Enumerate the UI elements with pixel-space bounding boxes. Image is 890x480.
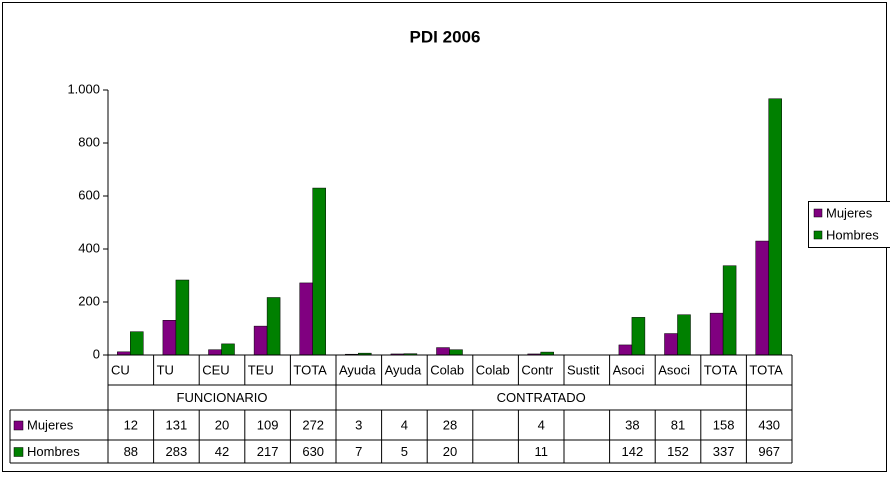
- x-tick-label: TOTA: [293, 362, 327, 377]
- bar: [300, 283, 313, 355]
- table-value: 3: [355, 417, 362, 432]
- table-value: 5: [401, 444, 408, 459]
- table-value: 430: [758, 417, 780, 432]
- group-label: FUNCIONARIO: [177, 390, 268, 405]
- y-tick-label: 400: [78, 240, 100, 255]
- x-tick-label: TOTA: [704, 362, 738, 377]
- x-tick-label: TEU: [248, 362, 274, 377]
- table-value: 283: [166, 444, 188, 459]
- table-value: 272: [302, 417, 324, 432]
- table-value: 4: [401, 417, 408, 432]
- table-value: 81: [671, 417, 685, 432]
- y-tick-label: 600: [78, 187, 100, 202]
- table-value: 12: [124, 417, 138, 432]
- x-tick-label: Sustit: [567, 362, 600, 377]
- series-label: Hombres: [27, 444, 80, 459]
- bar: [769, 99, 782, 355]
- y-tick-label: 200: [78, 293, 100, 308]
- x-tick-label: CU: [111, 362, 130, 377]
- bar: [678, 315, 691, 355]
- x-tick-label: Contr: [521, 362, 553, 377]
- table-value: 158: [713, 417, 735, 432]
- table-value: 109: [257, 417, 279, 432]
- x-tick-label: TOTA: [749, 362, 783, 377]
- chart-title: PDI 2006: [410, 27, 481, 46]
- x-tick-label: Asoci: [613, 362, 645, 377]
- series-label: Mujeres: [27, 417, 74, 432]
- x-tick-label: Colab: [430, 362, 464, 377]
- legend-label: Mujeres: [826, 205, 873, 220]
- table-value: 217: [257, 444, 279, 459]
- bar: [756, 241, 769, 355]
- bar: [665, 334, 678, 355]
- y-tick-label: 800: [78, 134, 100, 149]
- table-value: 42: [215, 444, 229, 459]
- table-value: 337: [713, 444, 735, 459]
- x-tick-label: Ayuda: [385, 362, 422, 377]
- table-value: 7: [355, 444, 362, 459]
- bar: [632, 317, 645, 355]
- legend-key: [14, 421, 23, 430]
- y-tick-label: 1.000: [67, 81, 100, 96]
- bar: [619, 345, 632, 355]
- table-value: 152: [667, 444, 689, 459]
- table-value: 38: [625, 417, 639, 432]
- table-value: 4: [538, 417, 545, 432]
- table-value: 967: [758, 444, 780, 459]
- group-label: CONTRATADO: [497, 390, 586, 405]
- legend-key: [814, 231, 822, 239]
- x-tick-label: Colab: [476, 362, 510, 377]
- bar: [723, 266, 736, 355]
- table-value: 88: [124, 444, 138, 459]
- x-tick-label: TU: [157, 362, 174, 377]
- bar: [163, 320, 176, 355]
- table-value: 142: [622, 444, 644, 459]
- y-tick-label: 0: [93, 346, 100, 361]
- bar: [254, 326, 267, 355]
- bar: [176, 280, 189, 355]
- bar: [437, 348, 450, 355]
- table-value: 20: [215, 417, 229, 432]
- legend-key: [814, 209, 822, 217]
- legend-label: Hombres: [826, 227, 879, 242]
- bar: [710, 313, 723, 355]
- bar: [209, 350, 222, 355]
- x-tick-label: Asoci: [658, 362, 690, 377]
- table-value: 630: [302, 444, 324, 459]
- table-value: 11: [534, 444, 548, 459]
- x-tick-label: CEU: [202, 362, 229, 377]
- table-value: 20: [443, 444, 457, 459]
- legend-key: [14, 448, 23, 457]
- table-value: 28: [443, 417, 457, 432]
- bar: [222, 344, 235, 355]
- chart-border: [3, 3, 887, 472]
- bar: [313, 188, 326, 355]
- table-value: 131: [166, 417, 188, 432]
- bar: [450, 350, 463, 355]
- x-tick-label: Ayuda: [339, 362, 376, 377]
- bar: [267, 297, 280, 355]
- bar: [130, 332, 143, 355]
